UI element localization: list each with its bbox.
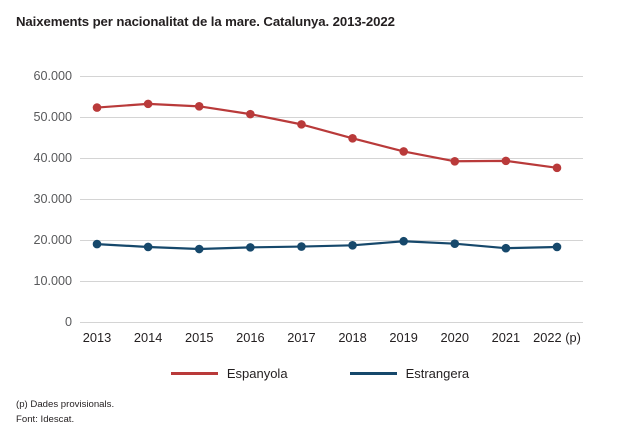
legend-item-label: Espanyola xyxy=(226,366,288,381)
x-axis-tick-label: 2016 xyxy=(236,330,265,345)
data-point-marker xyxy=(552,163,562,173)
data-point-marker xyxy=(92,103,102,112)
data-point-marker xyxy=(297,242,306,251)
gridline xyxy=(80,199,583,200)
gridline xyxy=(80,76,583,77)
y-axis-tick-label: 30.000 xyxy=(33,192,72,206)
gridline xyxy=(80,117,583,118)
footnote-source: Font: Idescat. xyxy=(16,413,75,425)
legend-item[interactable]: Estrangera xyxy=(349,366,470,381)
series-line xyxy=(95,240,559,251)
x-axis-tick-label: 2014 xyxy=(133,330,163,345)
legend: Espanyola Estrangera xyxy=(0,366,640,381)
x-axis-tick-label: 2020 xyxy=(440,330,469,345)
data-point-marker xyxy=(194,244,204,254)
y-axis-tick-label: 60.000 xyxy=(33,69,72,83)
y-axis-tick-label: 20.000 xyxy=(33,233,72,247)
gridline xyxy=(80,281,583,282)
data-point-marker xyxy=(348,134,357,143)
footnote-provisional: (p) Dades provisionals. xyxy=(16,399,115,410)
x-axis-tick-label: 2022 (p) xyxy=(533,330,581,345)
page-title: Naixements per nacionalitat de la mare. … xyxy=(16,14,395,29)
x-axis-tick-label: 2017 xyxy=(287,330,316,345)
data-point-marker xyxy=(92,239,102,249)
data-point-marker xyxy=(552,242,562,252)
data-point-marker xyxy=(143,242,153,252)
legend-item[interactable]: Espanyola xyxy=(170,366,288,381)
x-axis-tick-label: 2013 xyxy=(82,330,112,345)
data-point-marker xyxy=(297,120,306,129)
x-axis-tick-label: 2019 xyxy=(389,330,418,345)
data-point-marker xyxy=(246,243,255,252)
data-point-marker xyxy=(348,241,357,250)
legend-line-icon xyxy=(349,372,397,375)
legend-line-icon xyxy=(170,372,218,375)
data-point-marker xyxy=(501,243,511,253)
gridline xyxy=(80,158,583,159)
data-point-marker xyxy=(399,147,408,156)
gridline xyxy=(80,240,583,241)
y-axis-tick-label: 40.000 xyxy=(33,151,72,165)
data-point-marker xyxy=(399,236,408,246)
y-axis-tick-label: 50.000 xyxy=(33,110,72,124)
x-axis-tick-label: 2015 xyxy=(184,330,214,345)
legend-item-label: Estrangera xyxy=(405,366,470,381)
footnotes: (p) Dades provisionals. Font: Idescat. xyxy=(16,398,114,428)
y-axis-tick-label: 10.000 xyxy=(33,274,72,288)
y-axis-tick-label: 0 xyxy=(64,315,72,329)
data-point-marker xyxy=(143,99,153,109)
gridline xyxy=(80,322,583,323)
x-axis-tick-label: 2018 xyxy=(338,330,367,345)
x-axis-tick-label: 2021 xyxy=(491,330,521,345)
data-point-marker xyxy=(194,102,204,111)
